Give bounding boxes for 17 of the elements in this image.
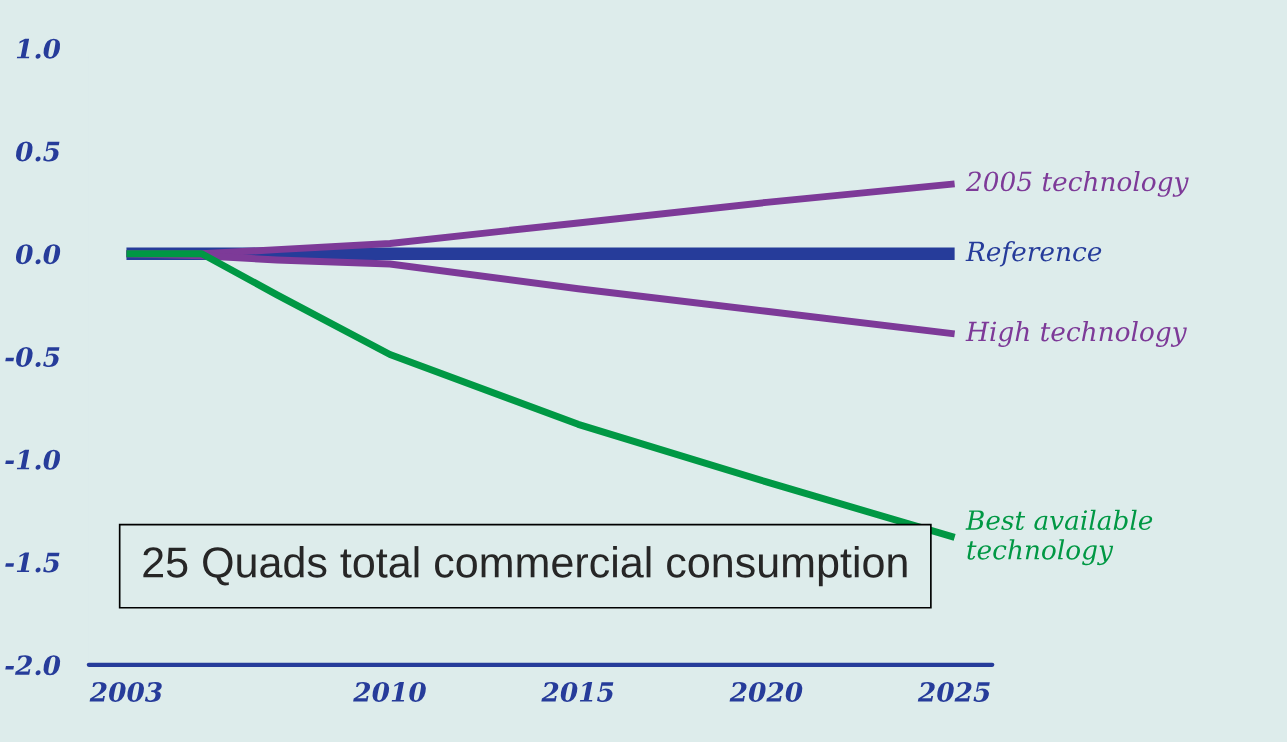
series-label: 2005 technology — [965, 170, 1189, 197]
y-tick-label: 0.0 — [16, 244, 61, 265]
y-tick-label: -0.5 — [5, 346, 60, 367]
x-tick-label: 2003 — [89, 681, 162, 702]
x-tick-label: 2025 — [917, 681, 990, 702]
y-tick-label: 1.0 — [16, 38, 61, 59]
y-tick-label: -1.5 — [5, 552, 60, 573]
x-tick-label: 2010 — [353, 681, 426, 702]
series-label: Reference — [965, 240, 1102, 267]
y-tick-label: 0.5 — [16, 141, 60, 162]
series-label: High technology — [965, 320, 1187, 347]
y-tick-label: -1.0 — [5, 449, 61, 470]
x-tick-label: 2015 — [541, 681, 614, 702]
annotation: 25 Quads total commercial consumption — [143, 546, 907, 587]
series-label: Best available technology — [965, 509, 1153, 566]
y-tick-label: -2.0 — [5, 655, 61, 676]
x-tick-label: 2020 — [729, 681, 803, 702]
